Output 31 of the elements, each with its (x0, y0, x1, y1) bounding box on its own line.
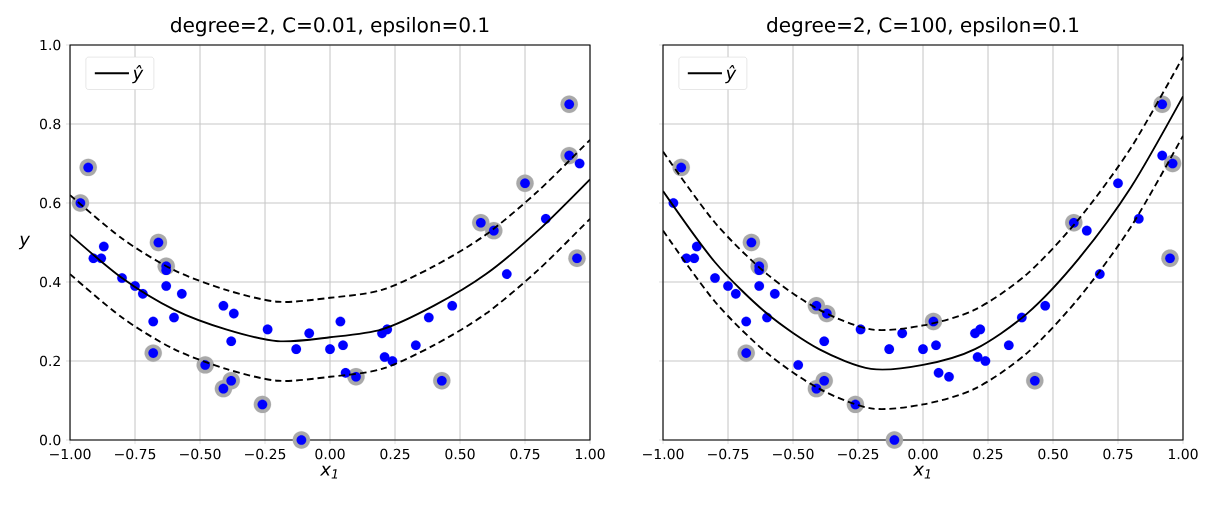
x-tick-label: −1.00 (50, 448, 91, 460)
x-axis-title: x$_{1}$ (912, 465, 931, 479)
x-tick-label: −0.75 (708, 448, 749, 460)
y-tick-label: 0.2 (39, 355, 60, 367)
x-tick-label: −1.00 (643, 448, 684, 460)
y-tick-label: 0.4 (39, 276, 61, 288)
x-tick-label: 0.50 (445, 448, 475, 460)
legend-label: ŷ (132, 65, 144, 84)
x-tick-label: −0.25 (245, 448, 286, 460)
x-tick-label: 1.00 (575, 448, 605, 460)
x-tick-label: 0.25 (973, 448, 1003, 460)
x-tick-label: −0.50 (180, 448, 221, 460)
x-axis-title: x$_{1}$ (319, 465, 338, 479)
chart-title: degree=2, C=0.01, epsilon=0.1 (170, 16, 489, 37)
x-tick-label: 1.00 (1168, 448, 1198, 460)
y-tick-label: 1.0 (40, 39, 61, 51)
x-tick-label: 0.00 (908, 448, 938, 460)
x-tick-label: 0.50 (1038, 448, 1068, 460)
x-tick-label: 0.00 (315, 448, 345, 460)
x-tick-label: 0.75 (1103, 448, 1133, 460)
y-tick-label: 0.0 (39, 434, 61, 446)
y-tick-label: 0.6 (39, 197, 61, 209)
x-tick-label: −0.75 (115, 448, 156, 460)
chart-title: degree=2, C=100, epsilon=0.1 (767, 16, 1079, 37)
y-tick-label: 0.8 (39, 118, 61, 130)
x-tick-label: 0.75 (510, 448, 540, 460)
x-tick-label: −0.50 (773, 448, 814, 460)
x-tick-label: −0.25 (838, 448, 879, 460)
y-axis-title: y (18, 235, 31, 250)
x-tick-label: 0.25 (380, 448, 410, 460)
legend-label: ŷ (725, 65, 737, 84)
